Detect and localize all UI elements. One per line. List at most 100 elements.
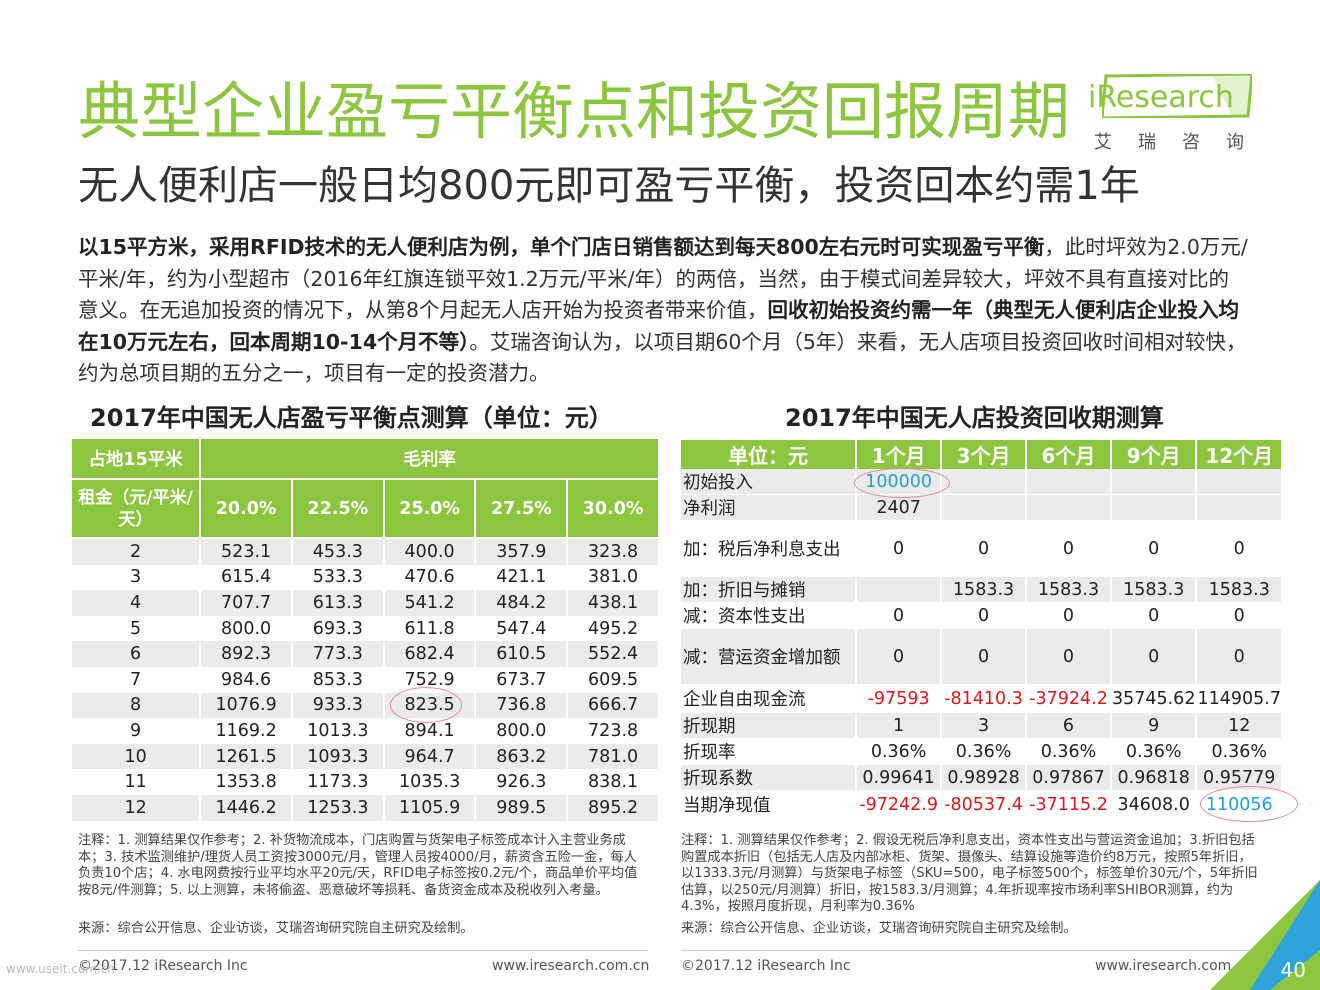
- breakeven-value-cell: 800.0: [476, 718, 569, 744]
- month-col-header: 1个月: [857, 440, 943, 469]
- row-label-cell: 当期净现值: [681, 791, 858, 819]
- month-col-header: 12个月: [1197, 440, 1283, 469]
- payback-value-cell: 114905.7: [1197, 685, 1283, 713]
- margin-col-header: 27.5%: [476, 480, 569, 539]
- rent-cell: 7: [72, 666, 202, 693]
- payback-value-cell: 1583.3: [1111, 577, 1198, 603]
- payback-value-cell: [1111, 495, 1198, 521]
- table-row: 加：折旧与摊销 1583.3 1583.3 1583.3 1583.3: [681, 577, 1283, 603]
- breakeven-value-cell: 610.5: [476, 641, 569, 667]
- breakeven-value-cell: 673.7: [476, 666, 569, 693]
- payback-table: 单位：元 1个月 3个月 6个月 9个月 12个月 初始投入 100000 净利润 2…: [681, 440, 1283, 819]
- row-label-cell: 折现系数: [681, 765, 858, 791]
- logo-cn-text: 艾瑞咨询: [1094, 132, 1270, 153]
- margin-col-header: 22.5%: [292, 480, 385, 539]
- footer-divider: [681, 950, 1251, 951]
- breakeven-value-cell: 1035.3: [384, 769, 477, 795]
- table-row: 2 523.1 453.3 400.0 357.9 323.8: [72, 539, 660, 565]
- payback-value-cell: 0.99641: [857, 765, 943, 791]
- unit-header: 单位：元: [681, 440, 858, 469]
- payback-value-cell: 0: [857, 629, 943, 685]
- payback-value-cell: -97593: [857, 685, 943, 713]
- table-row: 折现期 1 3 6 9 12: [681, 713, 1283, 739]
- payback-value-cell: 0: [1111, 521, 1198, 577]
- payback-value-cell: -97242.9: [857, 791, 943, 819]
- breakeven-value-cell: 523.1: [201, 539, 293, 565]
- payback-value-cell: 34608.0: [1111, 791, 1198, 819]
- table-row: 10 1261.5 1093.3 964.7 863.2 781.0: [72, 743, 660, 770]
- payback-value-cell: -37924.2: [1027, 685, 1112, 713]
- payback-value-cell: 0: [857, 521, 943, 577]
- iresearch-logo: iResearch 艾瑞咨询: [1088, 70, 1258, 153]
- breakeven-value-cell: 984.6: [201, 666, 293, 693]
- page-title: 典型企业盈亏平衡点和投资回报周期: [78, 75, 1071, 148]
- payback-value-cell: 0.36%: [1197, 739, 1283, 765]
- footer-url: www.iresearch.com.cn: [492, 958, 650, 974]
- rent-cell: 12: [72, 794, 202, 821]
- footer-copyright: ©2017.12 iResearch Inc: [78, 958, 248, 974]
- breakeven-value-cell: 323.8: [568, 539, 660, 565]
- table-row: 9 1169.2 1013.3 894.1 800.0 723.8: [72, 718, 660, 744]
- breakeven-value-cell: 453.3: [292, 539, 385, 565]
- payback-value-cell: 0.96818: [1111, 765, 1198, 791]
- corner-decoration-icon: [1210, 880, 1320, 990]
- breakeven-value-cell: 611.8: [384, 615, 477, 642]
- breakeven-value-cell: 863.2: [476, 743, 569, 770]
- row-label-cell: 折现期: [681, 713, 858, 739]
- payback-value-cell: 0: [857, 603, 943, 629]
- row-label-cell: 企业自由现金流: [681, 685, 858, 713]
- payback-value-cell: 1: [857, 713, 943, 739]
- page-subtitle: 无人便利店一般日均800元即可盈亏平衡，投资回本约需1年: [78, 163, 1140, 209]
- rent-cell: 9: [72, 718, 202, 744]
- breakeven-value-cell: 989.5: [476, 794, 569, 821]
- breakeven-value-cell: 781.0: [568, 743, 660, 770]
- intro-bold-3: 回收初始投资约需一年（典型无人便利店企业投入均在10万元左右，回本周期10-14…: [78, 298, 1240, 354]
- payback-value-cell: 0.36%: [857, 739, 943, 765]
- page-number: 40: [1280, 958, 1306, 982]
- intro-text-2: ，此时坪效为2.0万元/平米/年，约为小型超市（2016年红旗连锁平效1.2万元…: [78, 235, 1248, 322]
- left-note: 注释：1. 测算结果仅作参考；2. 补货物流成本，门店购置与货架电子标签成本计入…: [78, 833, 638, 898]
- row-label-cell: 加：折旧与摊销: [681, 577, 858, 603]
- table-row: 4 707.7 613.3 541.2 484.2 438.1: [72, 590, 660, 616]
- right-note: 注释：1. 测算结果仅作参考；2. 假设无税后净利息支出，资本性支出与营运资金追…: [681, 833, 1258, 914]
- breakeven-value-cell: 547.4: [476, 615, 569, 642]
- footer-url: www.iresearch.com.cn: [1095, 958, 1253, 974]
- payback-value-cell: 1583.3: [1197, 577, 1283, 603]
- payback-value-cell: [1027, 469, 1112, 495]
- logo-parallelogram-icon: [1102, 74, 1252, 118]
- payback-value-cell: 9: [1111, 713, 1198, 739]
- margin-col-header: 30.0%: [568, 480, 660, 539]
- payback-table-body: 初始投入 100000 净利润 2407 加：税后净利息支出 0 0 0 0 0 加：折旧与摊销 15…: [681, 469, 1283, 819]
- table-row: 加：税后净利息支出 0 0 0 0 0: [681, 521, 1283, 577]
- highlight-circle: [390, 687, 462, 723]
- row-label-cell: 减：营运资金增加额: [681, 629, 858, 685]
- watermark: www.useit.com.cn: [6, 962, 115, 976]
- breakeven-value-cell: 964.7: [384, 743, 477, 770]
- breakeven-value-cell: 773.3: [292, 641, 385, 667]
- payback-value-cell: 0: [1027, 521, 1112, 577]
- payback-value-cell: 0.36%: [942, 739, 1028, 765]
- breakeven-value-cell: 613.3: [292, 590, 385, 616]
- breakeven-value-cell: 495.2: [568, 615, 660, 642]
- payback-value-cell: 2407: [857, 495, 943, 521]
- payback-value-cell: 0: [942, 629, 1028, 685]
- corner-label: 占地15平米: [72, 439, 202, 480]
- row-label-cell: 折现率: [681, 739, 858, 765]
- breakeven-value-cell: 800.0: [201, 615, 293, 642]
- rent-header: 租金（元/平米/天）: [72, 480, 202, 539]
- right-source: 来源：综合公开信息、企业访谈，艾瑞咨询研究院自主研究及绘制。: [681, 921, 1077, 936]
- highlight-circle: [854, 468, 950, 498]
- payback-value-cell: [942, 469, 1028, 495]
- breakeven-value-cell: 933.3: [292, 692, 385, 719]
- breakeven-value-cell: 615.4: [201, 564, 293, 591]
- payback-value-cell: 6: [1027, 713, 1112, 739]
- left-source: 来源：综合公开信息、企业访谈，艾瑞咨询研究院自主研究及绘制。: [78, 921, 474, 936]
- breakeven-value-cell: 838.1: [568, 769, 660, 795]
- breakeven-value-cell: 682.4: [384, 641, 477, 667]
- row-label-cell: 减：资本性支出: [681, 603, 858, 629]
- margin-header: 毛利率: [201, 439, 660, 480]
- breakeven-value-cell: 357.9: [476, 539, 569, 565]
- breakeven-value-cell: 541.2: [384, 590, 477, 616]
- breakeven-value-cell: 1173.3: [292, 769, 385, 795]
- rent-header-text: 租金（元/平米/天）: [78, 487, 193, 530]
